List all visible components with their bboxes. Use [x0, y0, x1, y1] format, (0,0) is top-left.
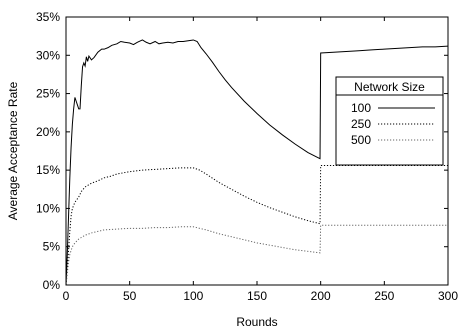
- legend-label-100: 100: [351, 101, 371, 115]
- x-tick-label: 50: [123, 289, 137, 303]
- y-tick-label: 20%: [36, 125, 60, 139]
- y-tick-label: 10%: [36, 201, 60, 215]
- y-axis-title: Average Acceptance Rate: [6, 81, 20, 220]
- x-tick-label: 0: [63, 289, 70, 303]
- series-line-500: [66, 224, 448, 285]
- y-tick-label: 25%: [36, 87, 60, 101]
- series-layer: [66, 39, 448, 285]
- y-tick-label: 30%: [36, 48, 60, 62]
- x-axis-title: Rounds: [236, 315, 277, 329]
- legend-label-250: 250: [351, 117, 371, 131]
- y-tick-label: 35%: [36, 10, 60, 24]
- series-line-250: [66, 165, 448, 285]
- x-tick-label: 300: [438, 289, 458, 303]
- series-line-100: [66, 39, 448, 285]
- x-tick-label: 200: [311, 289, 331, 303]
- x-tick-label: 150: [247, 289, 267, 303]
- x-tick-label: 250: [374, 289, 394, 303]
- legend-title: Network Size: [354, 80, 425, 94]
- legend-title-box: [335, 76, 444, 96]
- legend-label-500: 500: [351, 133, 371, 147]
- legend: Network Size 100 250 500: [335, 76, 444, 166]
- x-tick-label: 100: [183, 289, 203, 303]
- y-tick-label: 5%: [43, 240, 61, 254]
- x-axis: 0 50 100 150 200 250 300: [63, 17, 458, 303]
- y-tick-label: 0%: [43, 278, 61, 292]
- y-tick-label: 15%: [36, 163, 60, 177]
- legend-entries: 100 250 500: [351, 101, 435, 147]
- y-axis: 0% 5% 10% 15% 20% 25% 30% 35%: [36, 10, 448, 292]
